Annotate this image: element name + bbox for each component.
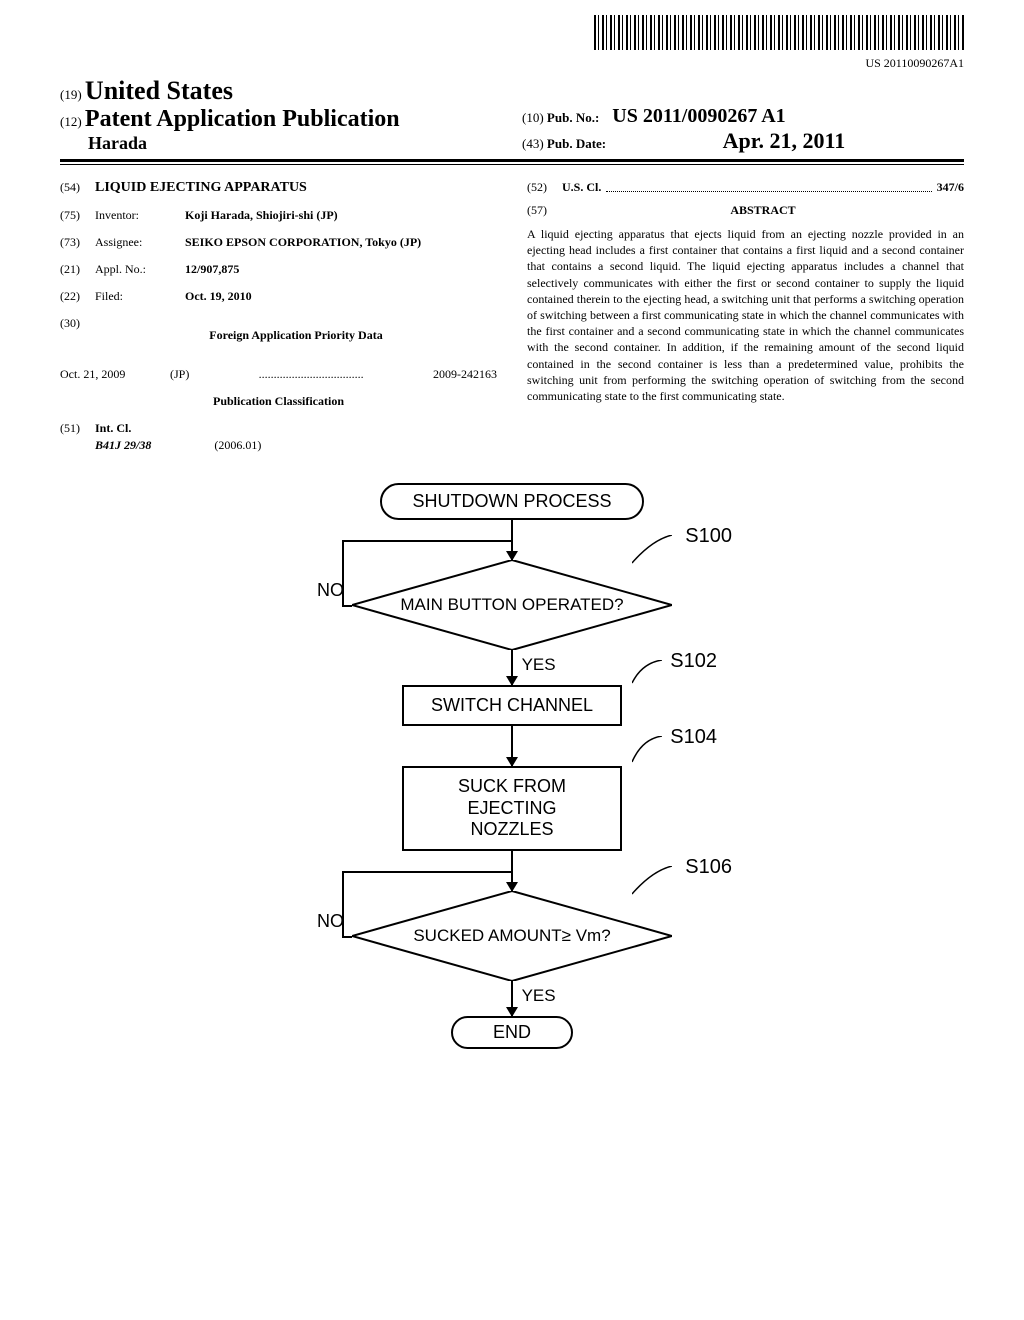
filed-value: Oct. 19, 2010: [185, 289, 497, 304]
decision-2-text: SUCKED AMOUNT≥ Vm?: [352, 926, 672, 946]
barcode-number: US 20110090267A1: [60, 56, 964, 71]
divider-thin: [60, 164, 964, 165]
uscl-value: 347/6: [937, 180, 964, 195]
uscl-label: U.S. Cl.: [562, 180, 601, 195]
no-line-1: [342, 605, 352, 607]
filed-label: Filed:: [95, 289, 185, 304]
flow-action-2: SUCK FROM EJECTING NOZZLES: [402, 766, 622, 851]
abstract-text: A liquid ejecting apparatus that ejects …: [527, 226, 964, 404]
biblio-columns: (54) LIQUID EJECTING APPARATUS (75) Inve…: [60, 180, 964, 453]
assignee-num: (73): [60, 235, 95, 250]
flow-end-row: END: [272, 1016, 752, 1049]
no-line-2: [342, 936, 352, 938]
pub-class-title: Publication Classification: [60, 394, 497, 409]
appl-value: 12/907,875: [185, 262, 497, 277]
pub-date-label: Pub. Date:: [547, 136, 606, 151]
abstract-title: ABSTRACT: [562, 203, 964, 218]
flow-start-row: SHUTDOWN PROCESS: [272, 483, 752, 520]
pub-type: Patent Application Publication: [85, 106, 400, 132]
pub-type-num: (12): [60, 114, 82, 129]
header-section: (19) United States (12) Patent Applicati…: [60, 76, 964, 159]
foreign-num: (30): [60, 316, 95, 355]
foreign-country: (JP): [170, 367, 189, 382]
flow-action-1: SWITCH CHANNEL: [402, 685, 622, 726]
barcode-image: [594, 15, 964, 50]
filed-num: (22): [60, 289, 95, 304]
step-s104: S104: [670, 726, 717, 749]
intcl-value: B41J 29/38: [95, 438, 151, 452]
intcl-num: (51): [60, 421, 95, 436]
header-left: (19) United States (12) Patent Applicati…: [60, 76, 502, 154]
country-name: United States: [85, 76, 233, 105]
pub-no-value: US 2011/0090267 A1: [612, 105, 785, 127]
title-num: (54): [60, 180, 95, 196]
yes-label-1: YES: [522, 655, 556, 675]
flow-end: END: [451, 1016, 573, 1049]
pub-no-label: Pub. No.:: [547, 110, 599, 125]
intcl-label: Int. Cl.: [95, 421, 131, 436]
flow-arrow-3: [511, 726, 513, 766]
step-curve-2: [632, 660, 662, 685]
no-label-1: NO: [317, 580, 344, 601]
uscl-dots: [606, 180, 931, 192]
pub-date-value: Apr. 21, 2011: [723, 128, 846, 153]
flowchart-container: SHUTDOWN PROCESS S100 MAIN BUTTON OPERAT…: [60, 483, 964, 1049]
inventor-label: Inventor:: [95, 208, 185, 223]
country-num: (19): [60, 87, 82, 102]
flowchart: SHUTDOWN PROCESS S100 MAIN BUTTON OPERAT…: [272, 483, 752, 1049]
abstract-num: (57): [527, 203, 562, 223]
pub-no-num: (10): [522, 110, 544, 125]
step-s106: S106: [685, 856, 732, 879]
yes-label-2: YES: [522, 986, 556, 1006]
left-column: (54) LIQUID EJECTING APPARATUS (75) Inve…: [60, 180, 497, 453]
inventor-num: (75): [60, 208, 95, 223]
foreign-title: Foreign Application Priority Data: [95, 328, 497, 343]
appl-label: Appl. No.:: [95, 262, 185, 277]
assignee-label: Assignee:: [95, 235, 185, 250]
step-curve-3: [632, 736, 662, 764]
appl-num: (21): [60, 262, 95, 277]
right-column: (52) U.S. Cl. 347/6 (57) ABSTRACT A liqu…: [527, 180, 964, 453]
inventor-value: Koji Harada, Shiojiri-shi (JP): [185, 208, 497, 223]
flow-decision-1: MAIN BUTTON OPERATED?: [352, 560, 672, 650]
header-right: (10) Pub. No.: US 2011/0090267 A1 (43) P…: [502, 105, 964, 154]
assignee-value: SEIKO EPSON CORPORATION, Tokyo (JP): [185, 235, 497, 250]
foreign-dots: ...................................: [189, 367, 433, 382]
foreign-number: 2009-242163: [433, 367, 497, 382]
step-s100: S100: [685, 525, 732, 548]
pub-date-num: (43): [522, 136, 544, 151]
no-label-2: NO: [317, 911, 344, 932]
inventor-last-name: Harada: [88, 133, 147, 153]
uscl-num: (52): [527, 180, 562, 195]
flow-start: SHUTDOWN PROCESS: [380, 483, 643, 520]
barcode-section: US 20110090267A1: [60, 15, 964, 71]
divider-thick: [60, 159, 964, 162]
decision-1-text: MAIN BUTTON OPERATED?: [352, 595, 672, 615]
step-s102: S102: [670, 650, 717, 673]
intcl-year: (2006.01): [214, 438, 261, 452]
flow-decision-2: SUCKED AMOUNT≥ Vm?: [352, 891, 672, 981]
flow-loop-line-2h: [342, 871, 512, 873]
flow-loop-line-1h: [342, 540, 512, 542]
flow-arrow-2: [511, 650, 513, 685]
foreign-date: Oct. 21, 2009: [60, 367, 170, 382]
invention-title: LIQUID EJECTING APPARATUS: [95, 180, 307, 196]
flow-arrow-5: [511, 981, 513, 1016]
